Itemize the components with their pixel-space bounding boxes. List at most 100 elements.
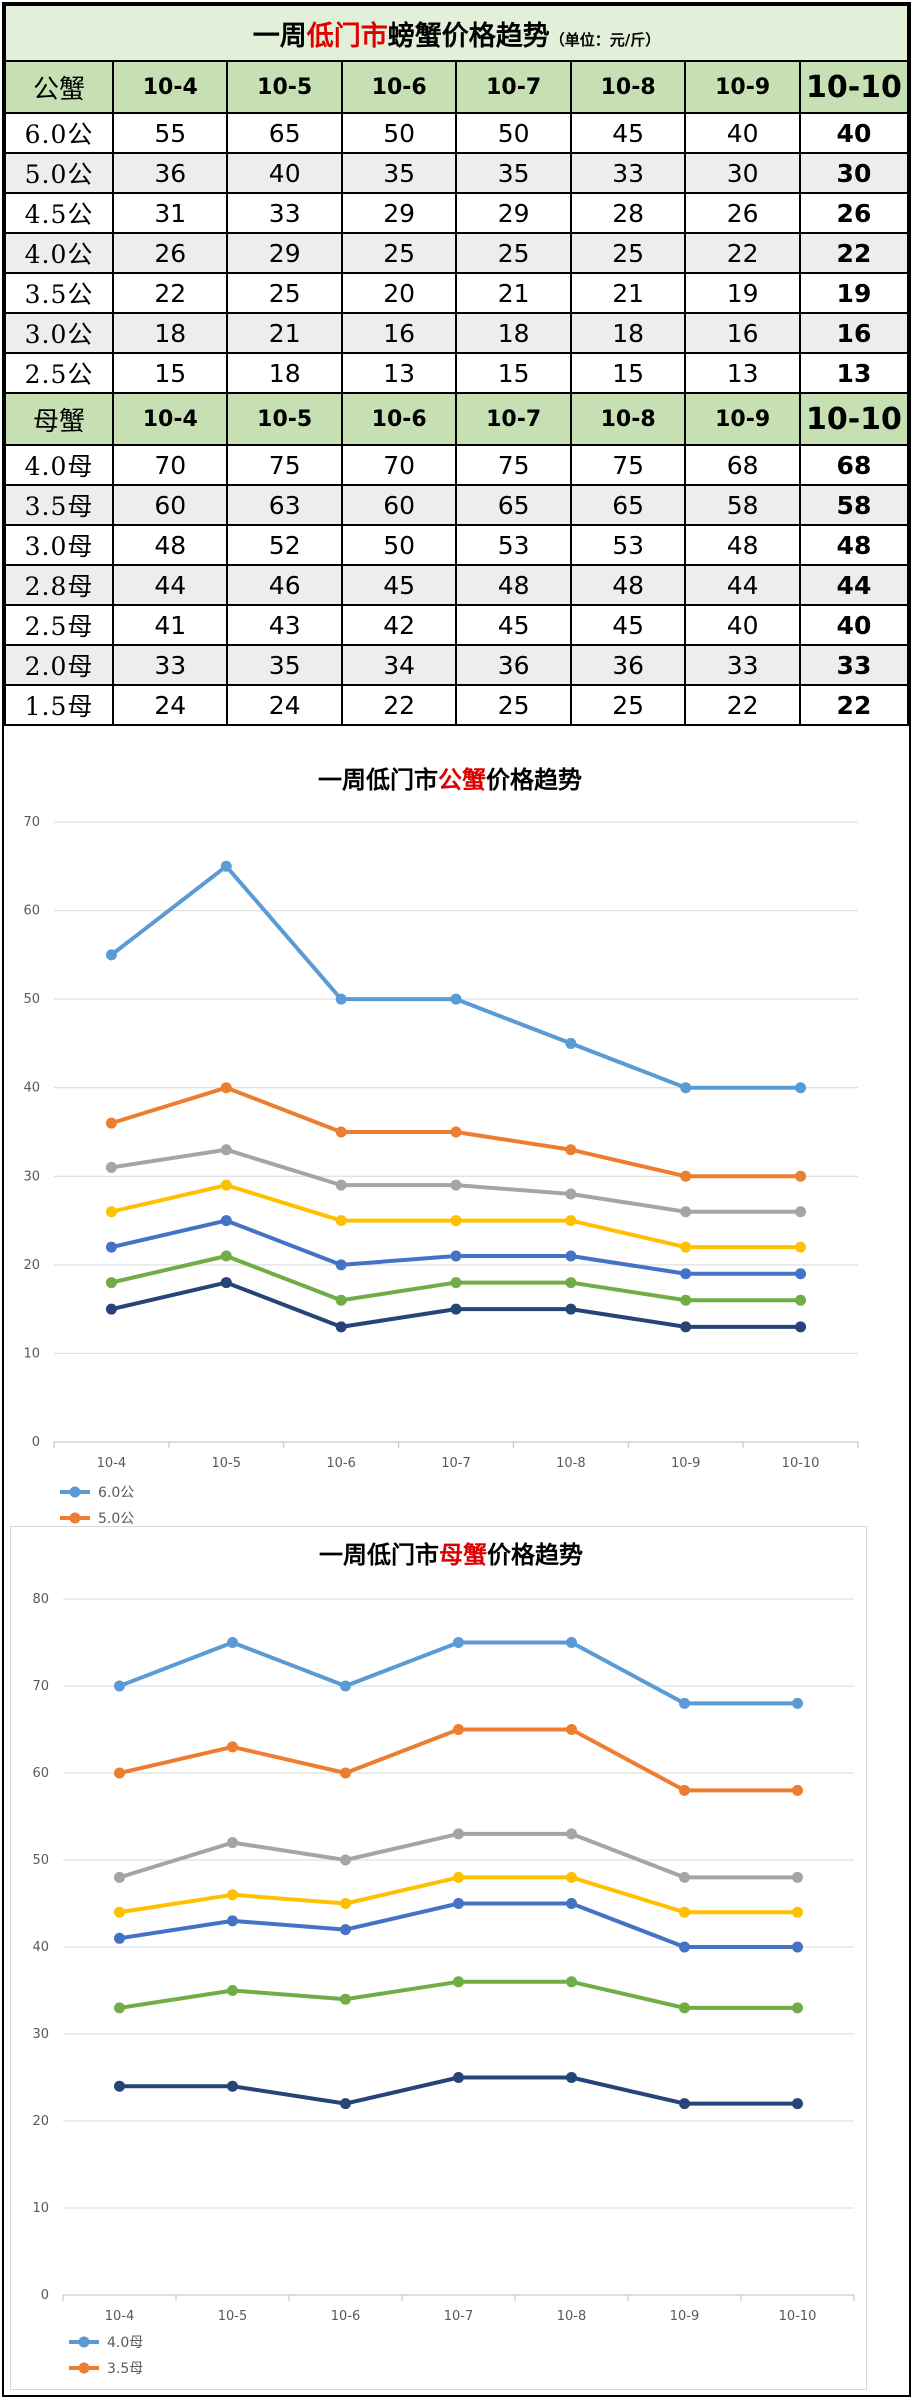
data-point [795, 1241, 807, 1253]
male-price-cell: 50 [455, 112, 572, 154]
female-price-cell: 22 [798, 684, 910, 726]
male-table-row: 2.5公 15 18 13 15 15 13 13 [4, 352, 910, 394]
female-price-cell: 42 [340, 604, 458, 646]
female-table-row: 2.0母 33 35 34 36 36 33 33 [4, 644, 910, 686]
data-point [450, 1303, 462, 1315]
data-point [227, 1637, 238, 1648]
male-row-label: 4.0公 [4, 232, 114, 274]
male-price-cell: 18 [569, 312, 687, 354]
female-row-label: 3.5母 [4, 484, 114, 526]
male-price-cell: 25 [226, 272, 343, 314]
female-row-label: 3.0母 [4, 524, 114, 566]
female-price-cell: 48 [455, 564, 572, 606]
female-price-cell: 44 [111, 564, 229, 606]
male-price-cell: 33 [226, 192, 343, 234]
data-point [680, 1321, 692, 1333]
legend-marker [69, 1512, 81, 1524]
female-price-cell: 48 [569, 564, 687, 606]
male-price-cell: 26 [111, 232, 229, 274]
data-point [566, 1898, 577, 1909]
female-price-cell: 70 [340, 444, 458, 486]
female-table-row: 4.0母 70 75 70 75 75 68 68 [4, 444, 910, 486]
female-price-cell: 45 [569, 604, 687, 646]
female-header-date: 10-4 [111, 392, 229, 446]
data-point [679, 1871, 690, 1883]
data-point [565, 1188, 577, 1200]
female-table-row: 3.5母 60 63 60 65 65 58 58 [4, 484, 910, 526]
male-header-date: 10-5 [226, 60, 343, 114]
title-highlight: 低门市 [306, 20, 388, 52]
data-point [450, 1179, 462, 1191]
female-price-cell: 24 [111, 684, 229, 726]
data-point [680, 1294, 692, 1306]
y-tick-label: 60 [32, 1766, 49, 1781]
chart-title-prefix: 一周低门市 [319, 1540, 439, 1569]
male-price-cell: 18 [455, 312, 572, 354]
y-tick-label: 50 [23, 992, 40, 1007]
data-point [795, 1321, 807, 1333]
male-table-row: 3.0公 18 21 16 18 18 16 16 [4, 312, 910, 354]
male-price-cell: 13 [684, 352, 801, 394]
data-point [453, 1898, 464, 1909]
male-price-cell: 30 [798, 152, 910, 194]
data-point [114, 1906, 125, 1918]
data-point [680, 1082, 692, 1094]
data-point [450, 1277, 462, 1289]
data-point [565, 1277, 577, 1289]
data-point [792, 1697, 803, 1709]
male-price-cell: 13 [340, 352, 458, 394]
data-point [453, 1724, 464, 1735]
data-point [335, 1215, 347, 1227]
data-point [453, 1976, 464, 1988]
y-tick-label: 70 [32, 1679, 49, 1694]
female-price-cell: 36 [455, 644, 572, 686]
chart-title-prefix: 一周低门市 [318, 765, 438, 794]
female-price-cell: 25 [569, 684, 687, 726]
data-point [679, 2002, 690, 2014]
legend-label: 6.0公 [98, 1485, 134, 1501]
male-row-label: 4.5公 [4, 192, 114, 234]
male-price-cell: 40 [798, 112, 910, 154]
male-table-row: 3.5公 22 25 20 21 21 19 19 [4, 272, 910, 314]
female-price-cell: 65 [455, 484, 572, 526]
female-price-cell: 40 [684, 604, 801, 646]
male-row-label: 3.5公 [4, 272, 114, 314]
male-price-cell: 25 [340, 232, 458, 274]
y-tick-label: 80 [32, 1592, 49, 1607]
data-point [679, 1784, 690, 1796]
male-header-date: 10-10 [798, 60, 910, 114]
y-tick-label: 30 [23, 1169, 40, 1184]
female-table-row: 2.5母 41 43 42 45 45 40 40 [4, 604, 910, 646]
male-header-date: 10-7 [455, 60, 572, 114]
female-header-row: 母蟹 10-4 10-5 10-6 10-7 10-8 10-9 10-10 [4, 392, 910, 446]
x-tick-label: 10-8 [556, 1456, 586, 1471]
data-point [220, 1082, 232, 1094]
data-point [453, 1828, 464, 1840]
data-point [105, 1161, 117, 1173]
female-price-cell: 33 [684, 644, 801, 686]
data-point [795, 1268, 807, 1280]
data-point [340, 1854, 351, 1866]
x-tick-label: 10-7 [441, 1456, 471, 1471]
y-tick-label: 10 [32, 2201, 49, 2216]
female-price-cell: 25 [455, 684, 572, 726]
female-header-date: 10-6 [340, 392, 458, 446]
male-row-label: 5.0公 [4, 152, 114, 194]
data-point [105, 1303, 117, 1315]
data-point [114, 1680, 125, 1692]
legend-marker [78, 2362, 90, 2374]
female-table-row: 3.0母 48 52 50 53 53 48 48 [4, 524, 910, 566]
series-line [119, 1727, 798, 1793]
female-price-cell: 70 [111, 444, 229, 486]
male-price-cell: 16 [340, 312, 458, 354]
male-price-cell: 29 [455, 192, 572, 234]
data-point [565, 1215, 577, 1227]
male-price-cell: 22 [798, 232, 910, 274]
data-point [566, 1724, 577, 1735]
data-point [565, 1250, 577, 1262]
legend-label: 4.0母 [107, 2335, 143, 2351]
data-point [566, 1637, 577, 1648]
male-table-row: 4.0公 26 29 25 25 25 22 22 [4, 232, 910, 274]
data-point [227, 1741, 238, 1753]
data-point [566, 1976, 577, 1988]
